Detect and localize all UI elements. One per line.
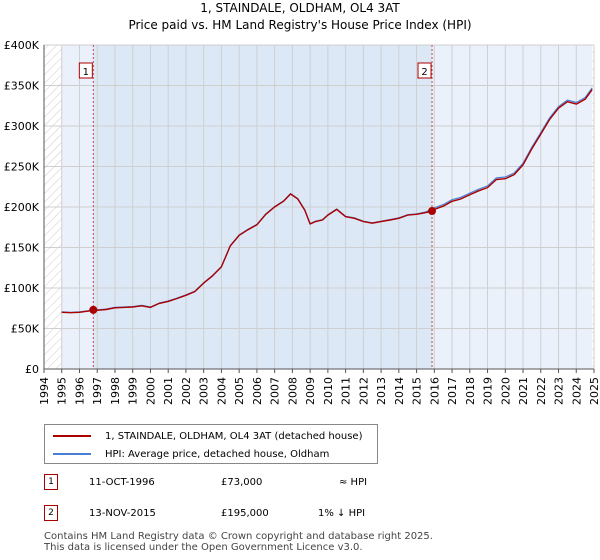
sale-point-1 <box>89 305 98 314</box>
footer: Contains HM Land Registry data © Crown c… <box>44 531 564 553</box>
sale-price-2: £195,000 <box>221 508 269 519</box>
footer-line-2: This data is licensed under the Open Gov… <box>44 542 363 553</box>
legend-hpi-label: HPI: Average price, detached house, Oldh… <box>105 448 330 460</box>
x-tick-label: 2002 <box>180 377 193 405</box>
sale-date-1: 11-OCT-1996 <box>89 477 155 488</box>
legend-item-hpi: HPI: Average price, detached house, Oldh… <box>53 446 329 462</box>
x-tick-label: 1998 <box>109 377 122 405</box>
x-tick-label: 2018 <box>464 377 477 405</box>
y-tick-label: £200K <box>4 201 40 214</box>
sale-row-1: 1 11-OCT-1996 £73,000 ≈ HPI <box>44 474 444 492</box>
sale-hpi-note-1: ≈ HPI <box>339 477 368 488</box>
x-tick-label: 1995 <box>56 377 69 405</box>
x-tick-label: 1996 <box>73 377 86 405</box>
x-tick-label: 2019 <box>482 377 495 405</box>
sale-marker-2: 2 <box>44 505 58 521</box>
y-tick-label: £100K <box>4 282 40 295</box>
x-tick-label: 2013 <box>375 377 388 405</box>
sale-hpi-note-2: 1% ↓ HPI <box>318 508 366 519</box>
x-tick-label: 2022 <box>535 377 548 405</box>
y-tick-label: £250K <box>4 161 40 174</box>
chart-subtitle: Price paid vs. HM Land Registry's House … <box>128 18 471 32</box>
sale-price-1: £73,000 <box>221 477 263 488</box>
legend-item-property: 1, STAINDALE, OLDHAM, OL4 3AT (detached … <box>53 428 363 444</box>
legend: 1, STAINDALE, OLDHAM, OL4 3AT (detached … <box>44 424 378 464</box>
x-tick-label: 2000 <box>144 377 157 405</box>
sale-label-2: 2 <box>421 67 427 78</box>
x-tick-label: 2001 <box>162 377 175 405</box>
x-tick-label: 2009 <box>304 377 317 405</box>
x-tick-label: 1997 <box>91 377 104 405</box>
legend-property-label: 1, STAINDALE, OLDHAM, OL4 3AT (detached … <box>105 430 363 442</box>
y-tick-label: £300K <box>4 120 40 133</box>
y-tick-label: £50K <box>11 323 40 336</box>
sale-point-2 <box>428 207 437 216</box>
x-tick-label: 2006 <box>251 377 264 405</box>
x-tick-label: 1999 <box>127 377 140 405</box>
x-tick-label: 2017 <box>446 377 459 405</box>
y-tick-label: £400K <box>4 39 40 52</box>
x-tick-label: 2008 <box>286 377 299 405</box>
x-tick-label: 2021 <box>517 377 530 405</box>
x-tick-label: 2016 <box>428 377 441 405</box>
y-tick-label: £350K <box>4 80 40 93</box>
x-tick-label: 2023 <box>553 377 566 405</box>
y-tick-label: £0 <box>25 363 39 376</box>
sale-row-2: 2 13-NOV-2015 £195,000 1% ↓ HPI <box>44 505 444 523</box>
x-tick-label: 2014 <box>393 377 406 405</box>
x-tick-label: 2025 <box>588 377 600 405</box>
property-line-swatch <box>53 435 91 437</box>
x-tick-label: 2005 <box>233 377 246 405</box>
sale-label-box-2 <box>417 62 432 79</box>
x-tick-label: 2004 <box>215 377 228 405</box>
sale-label-box-1 <box>78 62 93 79</box>
x-tick-label: 2010 <box>322 377 335 405</box>
property-price-line <box>61 89 593 314</box>
sale-label-1: 1 <box>83 67 89 78</box>
x-tick-label: 2015 <box>411 377 424 405</box>
x-tick-label: 1994 <box>38 377 51 405</box>
x-tick-label: 2003 <box>198 377 211 405</box>
sale-marker-1: 1 <box>44 474 58 490</box>
x-tick-label: 2020 <box>499 377 512 405</box>
sale-date-2: 13-NOV-2015 <box>89 508 156 519</box>
x-tick-label: 2007 <box>269 377 282 405</box>
x-tick-label: 2012 <box>357 377 370 405</box>
chart-title: 1, STAINDALE, OLDHAM, OL4 3AT <box>200 1 400 15</box>
hpi-line-swatch <box>53 453 91 455</box>
price-chart: 1, STAINDALE, OLDHAM, OL4 3AT Price paid… <box>4 1 600 405</box>
y-tick-label: £150K <box>4 242 40 255</box>
x-tick-label: 2011 <box>340 377 353 405</box>
footer-line-1: Contains HM Land Registry data © Crown c… <box>44 531 433 542</box>
x-tick-label: 2024 <box>570 377 583 405</box>
